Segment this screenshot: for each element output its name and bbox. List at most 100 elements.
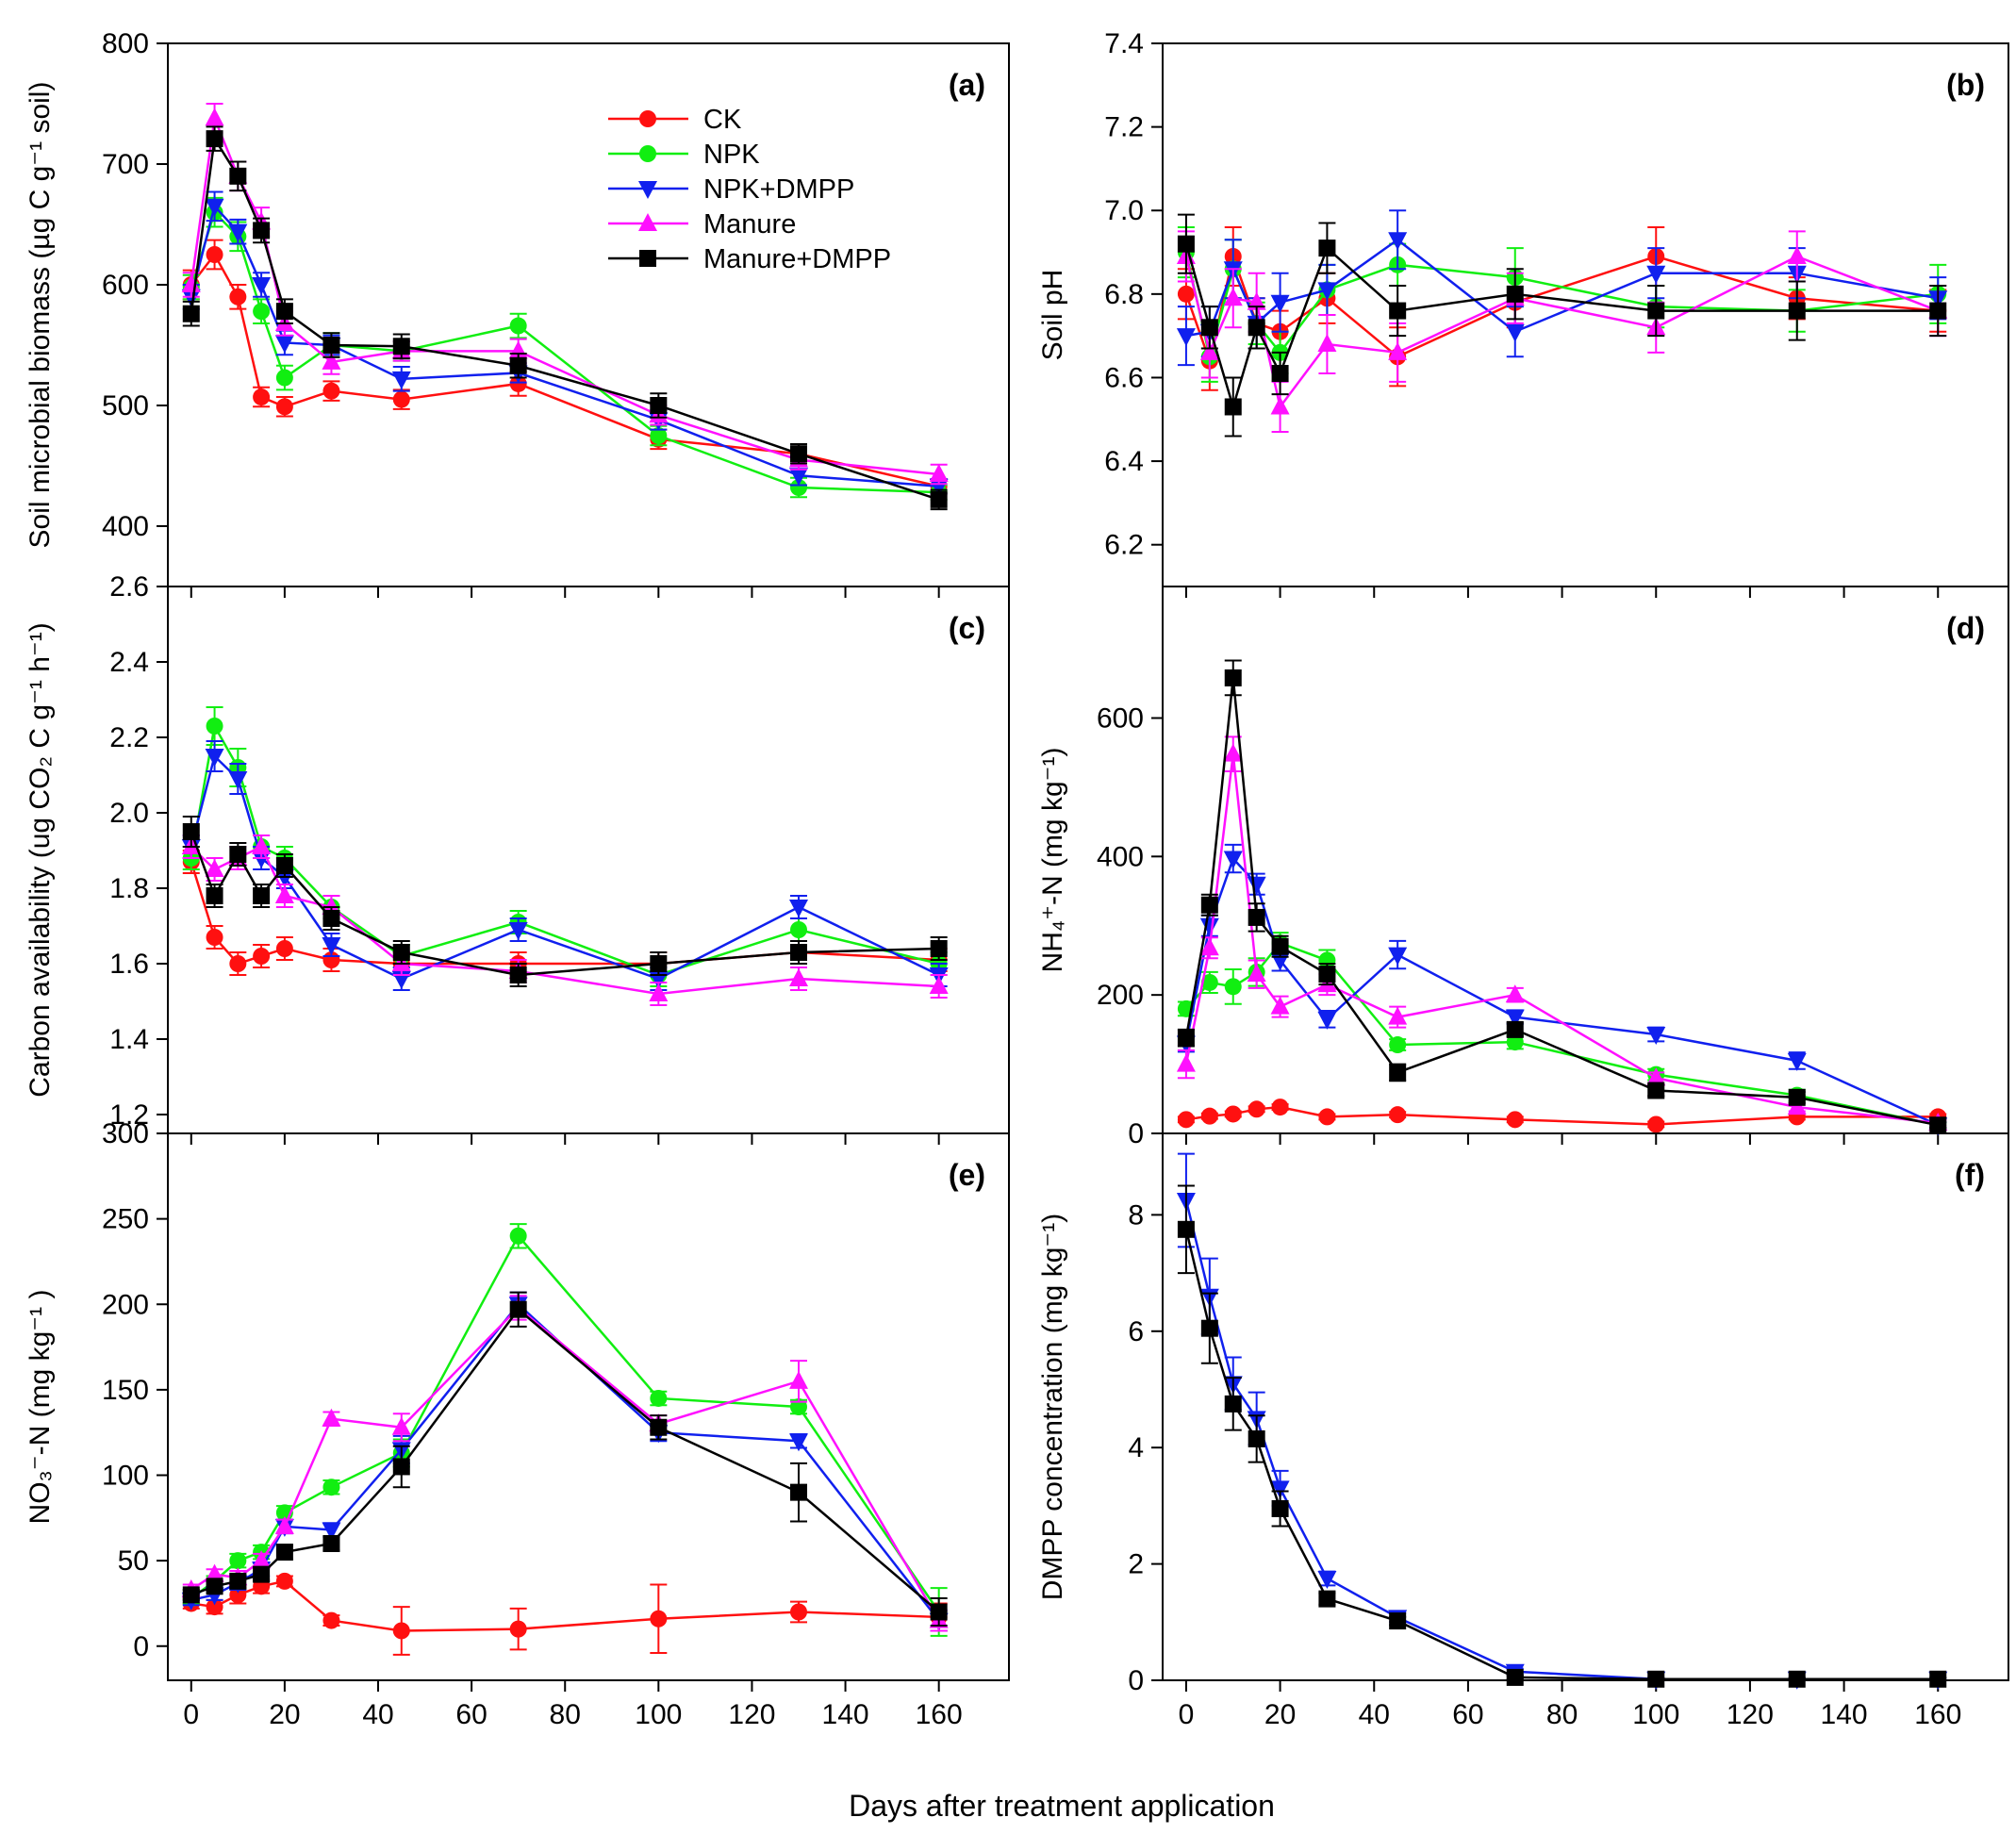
series-npk (1177, 225, 1947, 383)
data-point (274, 335, 294, 354)
data-point (1506, 1111, 1524, 1129)
data-point (1176, 328, 1196, 347)
data-point (275, 1544, 293, 1561)
data-point (229, 167, 247, 185)
data-point (1389, 1612, 1407, 1630)
data-point (206, 1598, 223, 1616)
data-point (206, 718, 223, 735)
data-point (392, 338, 410, 355)
y-tick-label: 400 (102, 511, 149, 542)
x-tick-label: 140 (1821, 1699, 1868, 1730)
legend-marker (638, 181, 657, 199)
data-point (206, 130, 223, 148)
data-point (1247, 291, 1266, 310)
data-point (1199, 341, 1219, 360)
data-point (789, 1370, 808, 1389)
series-line (1184, 941, 1939, 1127)
data-point (1270, 294, 1290, 313)
series-line (1184, 677, 1939, 1127)
data-point (1505, 984, 1525, 1003)
data-point (509, 356, 527, 374)
series-manure (181, 1295, 949, 1632)
x-tick-label: 0 (183, 1699, 199, 1730)
y-tick-label: 200 (1097, 980, 1144, 1011)
x-tick-label: 40 (1359, 1699, 1390, 1730)
series-npk-plus-dmpp (181, 740, 949, 991)
y-tick-label: 250 (102, 1204, 149, 1235)
y-tick-label: 800 (102, 28, 149, 59)
data-point (1389, 1106, 1407, 1124)
data-point (229, 846, 247, 863)
panel-a: 400 500 600 700 800 (a) Soil microbial biomass… (25, 28, 1010, 598)
data-point (790, 1603, 807, 1621)
panel-letter: (e) (949, 1158, 985, 1192)
series-line (190, 1233, 940, 1613)
data-point (1788, 302, 1806, 320)
data-point (275, 857, 293, 874)
data-point (206, 887, 223, 904)
y-tick-label: 7.2 (1104, 112, 1144, 143)
data-point (205, 749, 224, 767)
y-tick-label: 7.0 (1104, 195, 1144, 226)
series-npk-plus-dmpp (181, 190, 949, 497)
y-tick-label: 6.6 (1104, 362, 1144, 393)
data-point (205, 859, 224, 877)
data-point (1929, 1116, 1947, 1134)
y-tick-label: 0 (1128, 1118, 1144, 1149)
data-point (1270, 396, 1290, 415)
data-point (790, 445, 807, 463)
data-point (789, 468, 808, 487)
series-line (190, 113, 939, 476)
data-point (1505, 323, 1525, 342)
plot-frame (1162, 1132, 2009, 1681)
data-point (1223, 743, 1243, 762)
series-manure-plus-dmpp (182, 816, 948, 987)
data-point (650, 427, 668, 444)
series-ck (182, 850, 948, 976)
data-point (228, 223, 248, 242)
data-point (1224, 1395, 1242, 1413)
data-point (1317, 1011, 1337, 1030)
panel-letter: (c) (949, 611, 985, 645)
data-point (322, 937, 341, 955)
y-tick-label: 400 (1097, 841, 1144, 872)
x-tick-label: 60 (1452, 1699, 1483, 1730)
x-tick-label: 20 (1264, 1699, 1296, 1730)
panel-letter: (b) (1946, 68, 1985, 102)
legend-marker (639, 145, 656, 162)
data-point (392, 944, 410, 961)
y-tick-label: 6.2 (1104, 530, 1144, 561)
y-axis-title: DMPP concentration (mg kg⁻¹) (1037, 1214, 1068, 1600)
data-point (1176, 1053, 1196, 1072)
data-point (789, 1433, 808, 1452)
data-point (1247, 876, 1266, 895)
data-point (205, 1563, 224, 1582)
data-point (182, 823, 200, 840)
panel-letter: (f) (1955, 1158, 1985, 1192)
legend: CK NPK NPK+DMPP Manure Manure+DMPP (608, 105, 891, 274)
series-line (1184, 1199, 1939, 1681)
x-axis-title: Days after treatment application (849, 1789, 1275, 1823)
data-point (1200, 973, 1218, 991)
series-manure (1176, 230, 1948, 434)
data-point (1318, 1590, 1336, 1608)
series-line (1184, 1229, 1939, 1681)
data-point (1317, 282, 1337, 301)
data-point (929, 463, 949, 482)
data-point (205, 198, 224, 217)
data-point (1317, 1571, 1337, 1590)
data-point (1271, 937, 1289, 955)
data-point (1177, 1220, 1195, 1238)
panel-c: 1.2 1.4 1.6 1.8 2.0 2.2 2.4 2.6 (c) Carbon availa… (25, 571, 1010, 1145)
y-tick-label: 6.8 (1104, 279, 1144, 310)
series-manure-plus-dmpp (182, 1291, 948, 1627)
data-point (789, 900, 808, 917)
series-manure-plus-dmpp (1177, 1184, 1947, 1688)
plot-frame (1162, 586, 2009, 1134)
data-point (322, 1479, 340, 1496)
data-point (253, 222, 271, 240)
data-point (252, 277, 272, 295)
data-point (1506, 285, 1524, 303)
legend-label: NPK (703, 140, 760, 170)
